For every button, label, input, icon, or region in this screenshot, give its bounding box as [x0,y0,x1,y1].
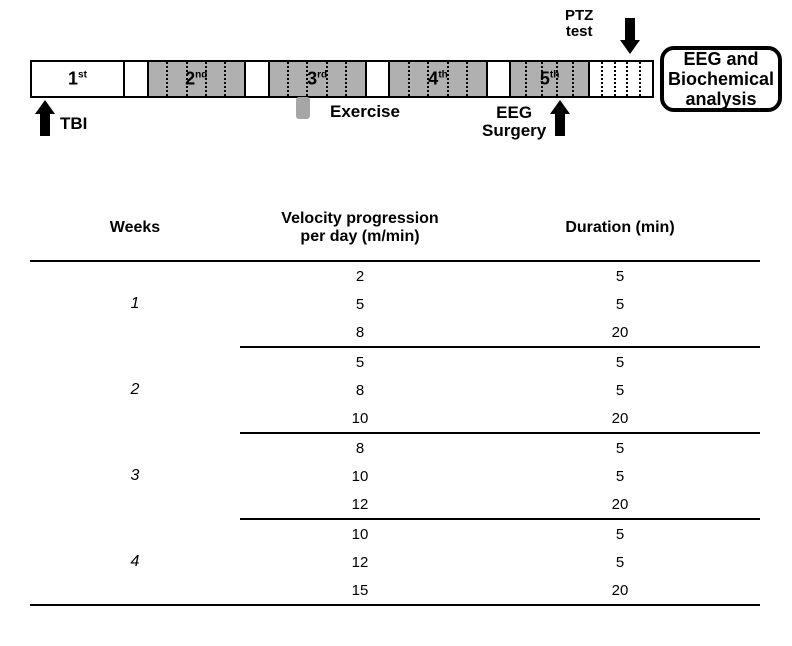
table-row: 125 [240,548,760,576]
segment-dots [590,62,652,96]
ptz-arrow-down-icon [618,16,642,56]
table-row: 55 [240,348,760,376]
velocity-cell: 5 [240,296,480,313]
timeline-segment [590,62,652,96]
duration-cell: 5 [480,468,760,485]
segment-label: 3rd [307,69,327,90]
table-row: 105 [240,462,760,490]
table-week-block: 41051251520 [30,520,760,604]
table-row: 85 [240,434,760,462]
table-row: 55 [240,290,760,318]
velocity-cell: 2 [240,268,480,285]
timeline-segment: 3rd [268,62,367,96]
timeline-segment [125,62,147,96]
tbi-arrow-up-icon [33,98,57,138]
endbox-l3: analysis [685,89,756,109]
end-analysis-box: EEG and Biochemical analysis [660,46,782,112]
duration-cell: 5 [480,554,760,571]
duration-cell: 20 [480,582,760,599]
table-row: 25 [240,262,760,290]
eeg-l1: EEG [496,103,532,122]
duration-cell: 20 [480,496,760,513]
duration-cell: 5 [480,296,760,313]
endbox-l1: EEG and [684,49,759,69]
th-duration: Duration (min) [480,219,760,237]
timeline-bar: 1st 2nd 3rd 4th 5th [30,60,654,98]
th-weeks: Weeks [30,219,240,237]
timeline-segment: 5th [509,62,590,96]
table-row: 1520 [240,576,760,604]
segment-label: 4th [428,69,447,90]
rows-wrapper: 55851020 [240,348,760,432]
eeg-surgery-label: EEG Surgery [482,104,546,140]
table-row: 820 [240,318,760,346]
week-cell: 4 [30,520,240,604]
velocity-cell: 8 [240,324,480,341]
timeline-segment [246,62,268,96]
segment-label: 5th [540,69,559,90]
duration-cell: 20 [480,410,760,427]
endbox-l2: Biochemical [668,69,774,89]
velocity-cell: 15 [240,582,480,599]
tbi-label: TBI [60,114,87,134]
exercise-marker-icon [296,97,310,119]
week-cell: 1 [30,262,240,346]
segment-label: 2nd [185,69,207,90]
protocol-table: Weeks Velocity progression per day (m/mi… [30,200,760,606]
table-body: 12555820255851020385105122041051251520 [30,262,760,606]
week-cell: 3 [30,434,240,518]
rows-wrapper: 1051251520 [240,520,760,604]
rows-wrapper: 851051220 [240,434,760,518]
timeline-segment: 1st [32,62,125,96]
velocity-cell: 12 [240,496,480,513]
velocity-cell: 12 [240,554,480,571]
rows-wrapper: 2555820 [240,262,760,346]
exercise-label: Exercise [330,102,400,122]
timeline-segment: 4th [388,62,487,96]
eeg-l2: Surgery [482,121,546,140]
table-row: 1220 [240,490,760,518]
table-week-block: 12555820 [30,262,760,346]
table-row: 85 [240,376,760,404]
duration-cell: 20 [480,324,760,341]
week-cell: 2 [30,348,240,432]
velocity-cell: 5 [240,354,480,371]
timeline-segment [488,62,510,96]
timeline-segment: 2nd [147,62,246,96]
duration-cell: 5 [480,382,760,399]
ptz-line2: test [566,23,593,40]
timeline-segment [367,62,389,96]
table-header-row: Weeks Velocity progression per day (m/mi… [30,200,760,260]
duration-cell: 5 [480,354,760,371]
eeg-surgery-arrow-up-icon [548,98,572,138]
th-velocity: Velocity progression per day (m/min) [240,210,480,246]
table-row: 1020 [240,404,760,432]
duration-cell: 5 [480,440,760,457]
table-rule-bottom [30,604,760,606]
ptz-line1: PTZ [565,7,593,24]
velocity-cell: 10 [240,526,480,543]
velocity-cell: 8 [240,440,480,457]
velocity-cell: 8 [240,382,480,399]
table-week-block: 255851020 [30,348,760,432]
th-velocity-text: Velocity progression per day (m/min) [281,210,438,245]
ptz-label: PTZ test [565,8,593,40]
table-row: 105 [240,520,760,548]
duration-cell: 5 [480,268,760,285]
table-week-block: 3851051220 [30,434,760,518]
velocity-cell: 10 [240,410,480,427]
duration-cell: 5 [480,526,760,543]
segment-label: 1st [68,69,87,90]
velocity-cell: 10 [240,468,480,485]
